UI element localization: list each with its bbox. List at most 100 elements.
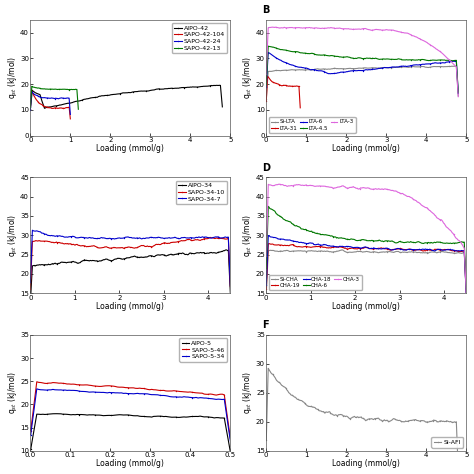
SAPO-34-10 [196,237,202,243]
SAPO-42-104 [67,116,73,122]
SAPO-5-34 [213,397,219,402]
Line: SAPO-34-7: SAPO-34-7 [30,229,231,287]
CHA-6 [383,238,388,244]
SAPO-42-13 [56,87,62,92]
CHA-18 [433,248,438,254]
LTA-31 [294,83,300,89]
CHA-3 [264,253,269,259]
LTA-31 [264,98,269,104]
LTA-31 [264,73,270,79]
Si-CHA [433,249,438,255]
CHA-18 [265,233,271,238]
Si-LTA [381,64,387,70]
LTA-3 [456,94,461,100]
Si-AFI [438,419,444,424]
X-axis label: Loading (mmol/g): Loading (mmol/g) [332,302,400,311]
SAPO-5-34 [76,388,82,394]
Line: LTA-31: LTA-31 [265,75,301,109]
SAPO-42-24 [52,96,57,101]
LTA-4.5 [265,43,271,49]
LTA-31 [297,105,303,110]
CHA-3 [276,181,282,187]
SAPO-34-10 [27,286,33,292]
Y-axis label: q$_{st}$ (kJ/mol): q$_{st}$ (kJ/mol) [6,371,18,414]
SAPO-34-10 [146,244,152,249]
Si-LTA [378,65,383,71]
SAPO-42-13 [72,87,78,92]
Line: CHA-18: CHA-18 [265,235,467,295]
LTA-6 [264,73,270,79]
CHA-3 [383,186,388,192]
SAPO-42-13 [27,104,33,110]
SAPO-42-24 [66,95,72,101]
CHA-19 [383,246,389,252]
SAPO-42-24 [36,93,41,99]
LTA-31 [287,83,293,89]
AIPO-34 [150,254,155,259]
AIPO-34 [209,250,214,255]
Si-AFI [382,417,387,423]
Line: CHA-19: CHA-19 [265,243,467,294]
Line: Si-CHA: Si-CHA [265,249,467,295]
SAPO-5-34 [219,397,225,402]
CHA-3 [464,290,469,296]
Legend: AIPO-42, SAPO-42-104, SAPO-42-24, SAPO-42-13: AIPO-42, SAPO-42-104, SAPO-42-24, SAPO-4… [172,23,227,53]
LTA-4.5 [438,57,444,63]
Text: D: D [262,163,270,173]
SAPO-5-46 [219,392,225,397]
Si-CHA [339,247,345,253]
LTA-6 [426,61,431,67]
SAPO-42-24 [27,107,33,113]
Si-AFI [426,419,431,425]
SAPO-5-34 [133,391,138,396]
AIPO-42 [219,104,225,109]
LTA-6 [382,64,387,70]
Text: F: F [262,320,269,330]
CHA-19 [383,246,388,252]
CHA-6 [464,286,469,292]
Y-axis label: q$_{st}$ (kJ/mol): q$_{st}$ (kJ/mol) [6,56,18,100]
Line: AIPO-34: AIPO-34 [30,249,231,303]
LTA-4.5 [426,58,431,64]
Line: LTA-3: LTA-3 [265,27,459,97]
SAPO-42-104 [36,100,41,105]
Si-CHA [386,249,392,255]
X-axis label: Loading (mmol/g): Loading (mmol/g) [332,145,400,154]
SAPO-42-13 [53,86,58,92]
CHA-18 [264,265,270,271]
AIPO-5 [149,414,155,420]
LTA-6 [378,65,384,71]
Line: Si-LTA: Si-LTA [265,65,459,100]
AIPO-42 [145,88,151,94]
LTA-31 [279,83,284,89]
SAPO-5-34 [28,432,34,438]
SAPO-5-46 [228,436,233,441]
Si-CHA [383,249,388,255]
AIPO-42 [217,82,223,88]
SAPO-42-24 [48,95,54,101]
SAPO-34-10 [146,244,152,249]
CHA-6 [264,244,270,250]
Si-LTA [456,93,461,99]
LTA-3 [426,41,431,47]
Line: SAPO-34-10: SAPO-34-10 [30,237,231,290]
CHA-18 [383,245,389,251]
SAPO-34-10 [228,283,233,289]
LTA-3 [264,71,269,77]
AIPO-34 [146,253,152,259]
LTA-6 [378,65,383,71]
SAPO-34-7 [228,283,233,289]
CHA-19 [264,287,269,292]
SAPO-42-13 [73,87,79,92]
AIPO-42 [142,88,147,94]
SAPO-5-46 [34,379,40,384]
SAPO-5-46 [133,385,138,391]
LTA-3 [438,49,444,55]
CHA-18 [383,246,388,251]
SAPO-34-10 [150,244,155,249]
LTA-31 [284,83,290,89]
LTA-4.5 [264,69,270,74]
Si-LTA [377,65,383,71]
LTA-4.5 [456,90,461,96]
AIPO-5 [228,449,233,455]
